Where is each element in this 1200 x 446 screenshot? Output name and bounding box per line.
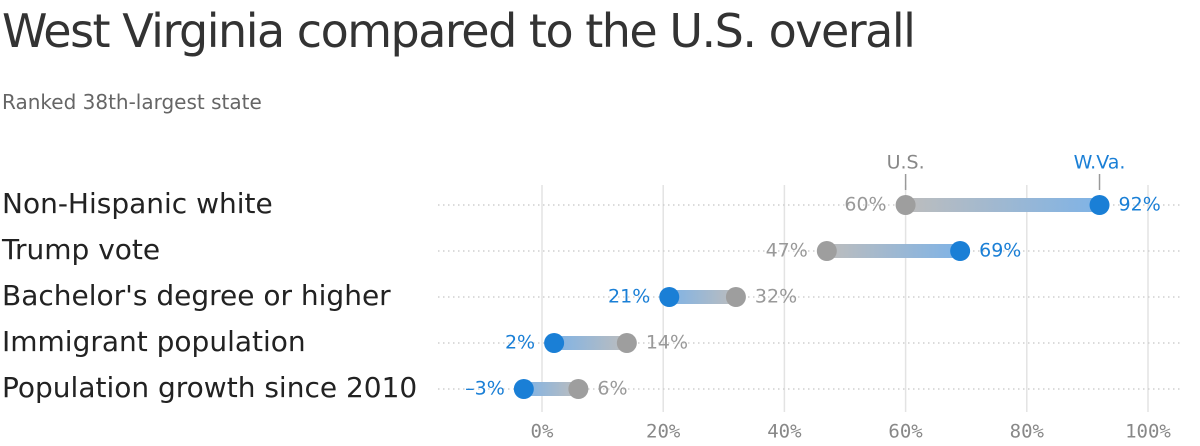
category-label: Trump vote (1, 233, 160, 266)
connector-bar (905, 198, 1100, 212)
connector-bar (826, 244, 961, 258)
category-label: Non-Hispanic white (2, 187, 273, 220)
legend-wva-label: W.Va. (1074, 152, 1126, 174)
wva-dot (950, 241, 971, 261)
grid-layer (541, 185, 1149, 412)
us-value-label: 47% (766, 240, 808, 262)
us-dot (816, 241, 837, 261)
category-label: Bachelor's degree or higher (2, 279, 391, 312)
us-dot (568, 379, 589, 399)
connector-bar (523, 382, 579, 396)
us-value-label: 32% (755, 286, 797, 308)
x-tick-label: 80% (1010, 421, 1045, 443)
chart-subtitle: Ranked 38th-largest state (2, 90, 262, 114)
us-dot (616, 333, 637, 353)
us-value-label: 14% (646, 332, 688, 354)
x-tick-label: 60% (888, 421, 923, 443)
wva-value-label: 21% (608, 286, 650, 308)
wva-dot (1089, 195, 1110, 215)
x-tick-label: 20% (646, 421, 681, 443)
us-dot (895, 195, 916, 215)
us-dot (725, 287, 746, 307)
us-value-label: 6% (597, 378, 627, 400)
wva-dot (513, 379, 534, 399)
wva-value-label: 69% (979, 240, 1021, 262)
wva-dot (544, 333, 565, 353)
x-axis: 0% 20% 40% 60% 80% 100% (531, 421, 1172, 443)
wva-value-label: 2% (505, 332, 535, 354)
us-value-label: 60% (844, 194, 886, 216)
wva-value-label: 92% (1119, 194, 1161, 216)
x-tick-label: 0% (531, 421, 554, 443)
chart-title: West Virginia compared to the U.S. overa… (2, 4, 916, 58)
x-tick-label: 40% (767, 421, 802, 443)
connector-bar (669, 290, 736, 304)
category-label: Immigrant population (2, 325, 306, 358)
x-tick-label: 100% (1125, 421, 1171, 443)
legend: U.S. W.Va. (887, 152, 1126, 190)
legend-us-label: U.S. (887, 152, 925, 174)
rows-layer: Non-Hispanic white 60% 92% Trump vote 47% 69%… (1, 187, 1180, 404)
connector-bar (554, 336, 627, 350)
wva-dot (659, 287, 680, 307)
category-label: Population growth since 2010 (2, 371, 417, 404)
wva-value-label: –3% (465, 378, 505, 400)
